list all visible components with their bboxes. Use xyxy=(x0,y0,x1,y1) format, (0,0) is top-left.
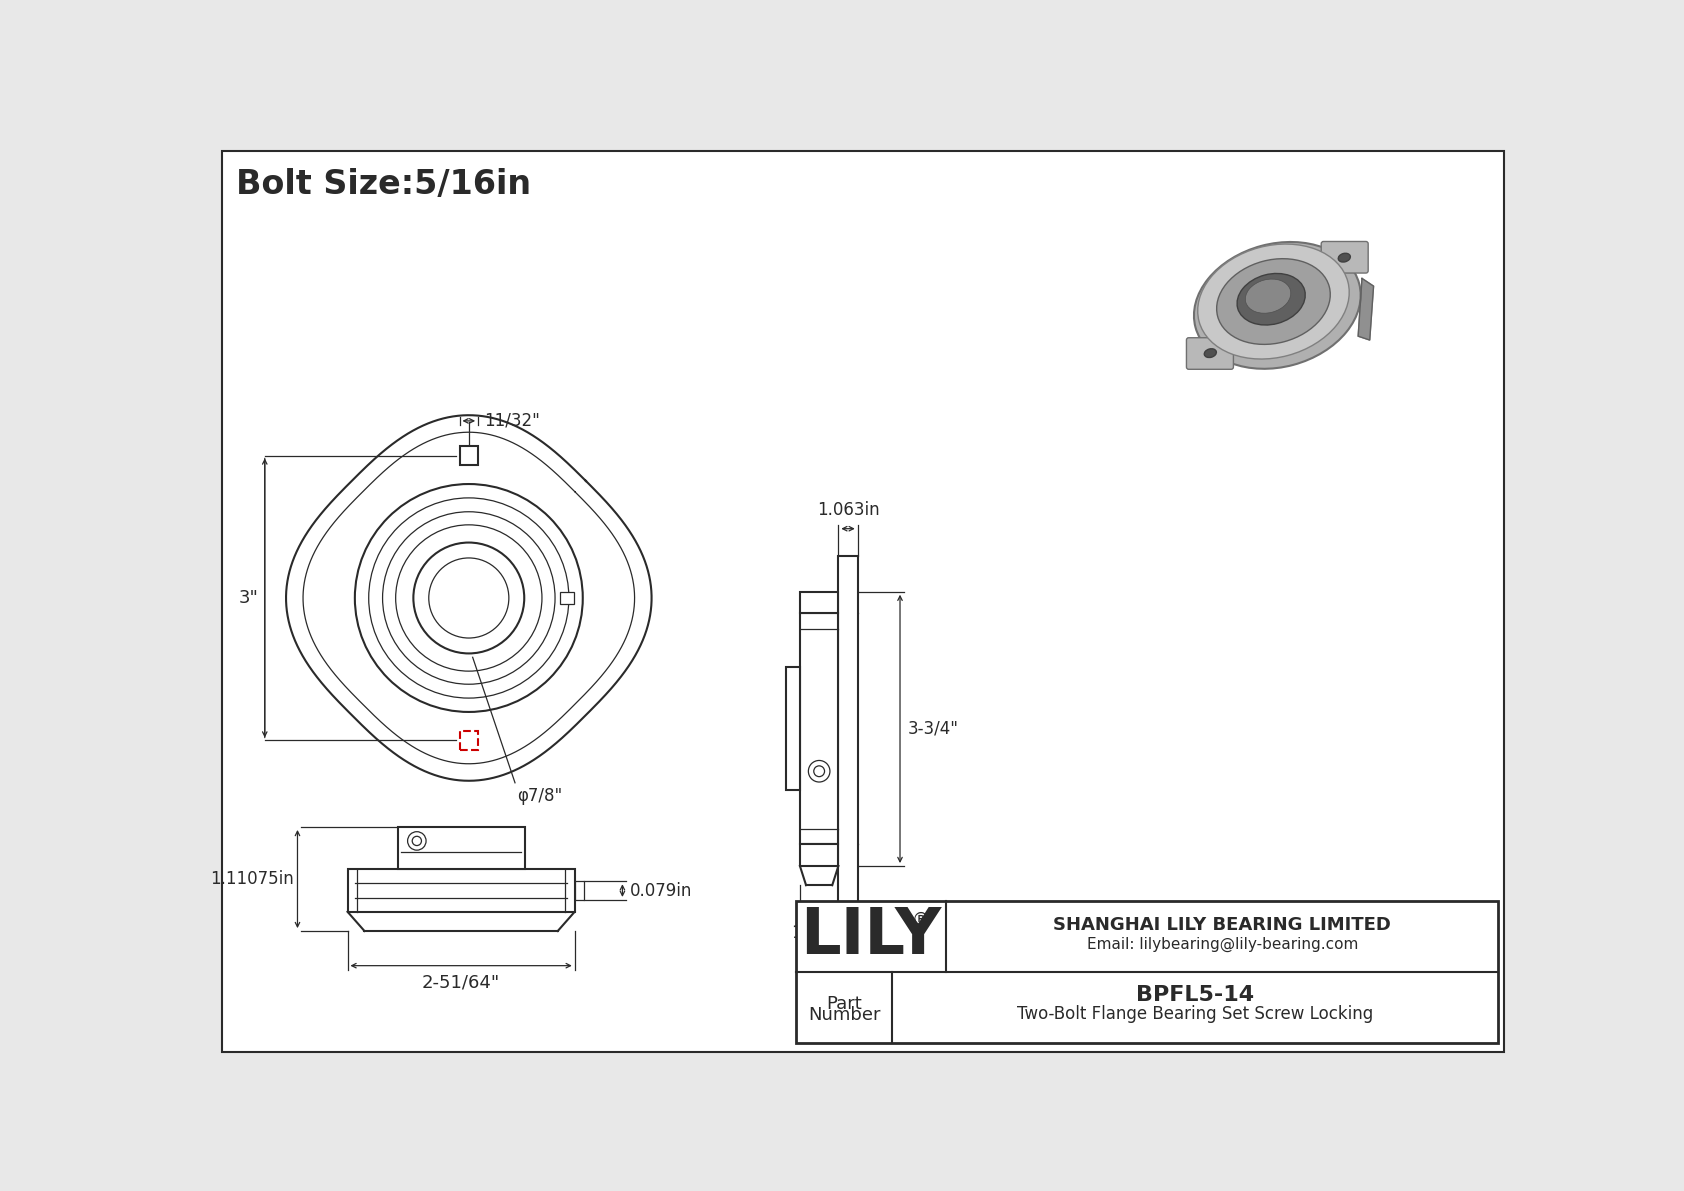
Text: 0.079in: 0.079in xyxy=(630,881,692,899)
Text: Email: lilybearing@lily-bearing.com: Email: lilybearing@lily-bearing.com xyxy=(1086,936,1357,952)
Text: 1.11075in: 1.11075in xyxy=(210,871,293,888)
Bar xyxy=(460,447,478,464)
Text: 3": 3" xyxy=(239,590,259,607)
Bar xyxy=(559,592,574,604)
Ellipse shape xyxy=(1194,242,1361,369)
Text: Two-Bolt Flange Bearing Set Screw Locking: Two-Bolt Flange Bearing Set Screw Lockin… xyxy=(1017,1004,1374,1023)
Ellipse shape xyxy=(1204,349,1216,357)
Bar xyxy=(397,827,525,869)
Ellipse shape xyxy=(1197,244,1349,358)
Bar xyxy=(800,592,839,613)
Bar xyxy=(574,881,584,900)
Text: 2-51/64": 2-51/64" xyxy=(423,973,500,991)
Bar xyxy=(786,667,800,791)
Polygon shape xyxy=(286,416,652,781)
Polygon shape xyxy=(1359,279,1374,341)
Text: Part: Part xyxy=(827,994,862,1012)
Text: 11/32": 11/32" xyxy=(485,412,541,430)
Ellipse shape xyxy=(1238,274,1305,325)
Ellipse shape xyxy=(1216,258,1330,344)
Bar xyxy=(800,613,839,844)
Text: BPFL5-14: BPFL5-14 xyxy=(1137,985,1255,1005)
Bar xyxy=(347,869,574,912)
Text: 1.063in: 1.063in xyxy=(817,501,879,519)
Circle shape xyxy=(413,543,524,654)
Text: φ7/8": φ7/8" xyxy=(517,786,562,805)
Ellipse shape xyxy=(1246,279,1292,313)
Text: Number: Number xyxy=(808,1006,881,1024)
FancyBboxPatch shape xyxy=(1187,338,1233,369)
Bar xyxy=(800,844,839,866)
Text: 11/16": 11/16" xyxy=(791,924,847,942)
Text: 3-3/4": 3-3/4" xyxy=(908,719,958,738)
Text: SHANGHAI LILY BEARING LIMITED: SHANGHAI LILY BEARING LIMITED xyxy=(1052,916,1391,934)
Bar xyxy=(797,900,1499,1043)
Text: ®: ® xyxy=(911,910,930,928)
Text: LILY: LILY xyxy=(800,905,941,967)
Bar xyxy=(460,731,478,749)
Text: Bolt Size:5/16in: Bolt Size:5/16in xyxy=(236,168,532,201)
FancyBboxPatch shape xyxy=(1322,242,1367,273)
Bar xyxy=(839,556,857,902)
Ellipse shape xyxy=(1339,254,1351,262)
